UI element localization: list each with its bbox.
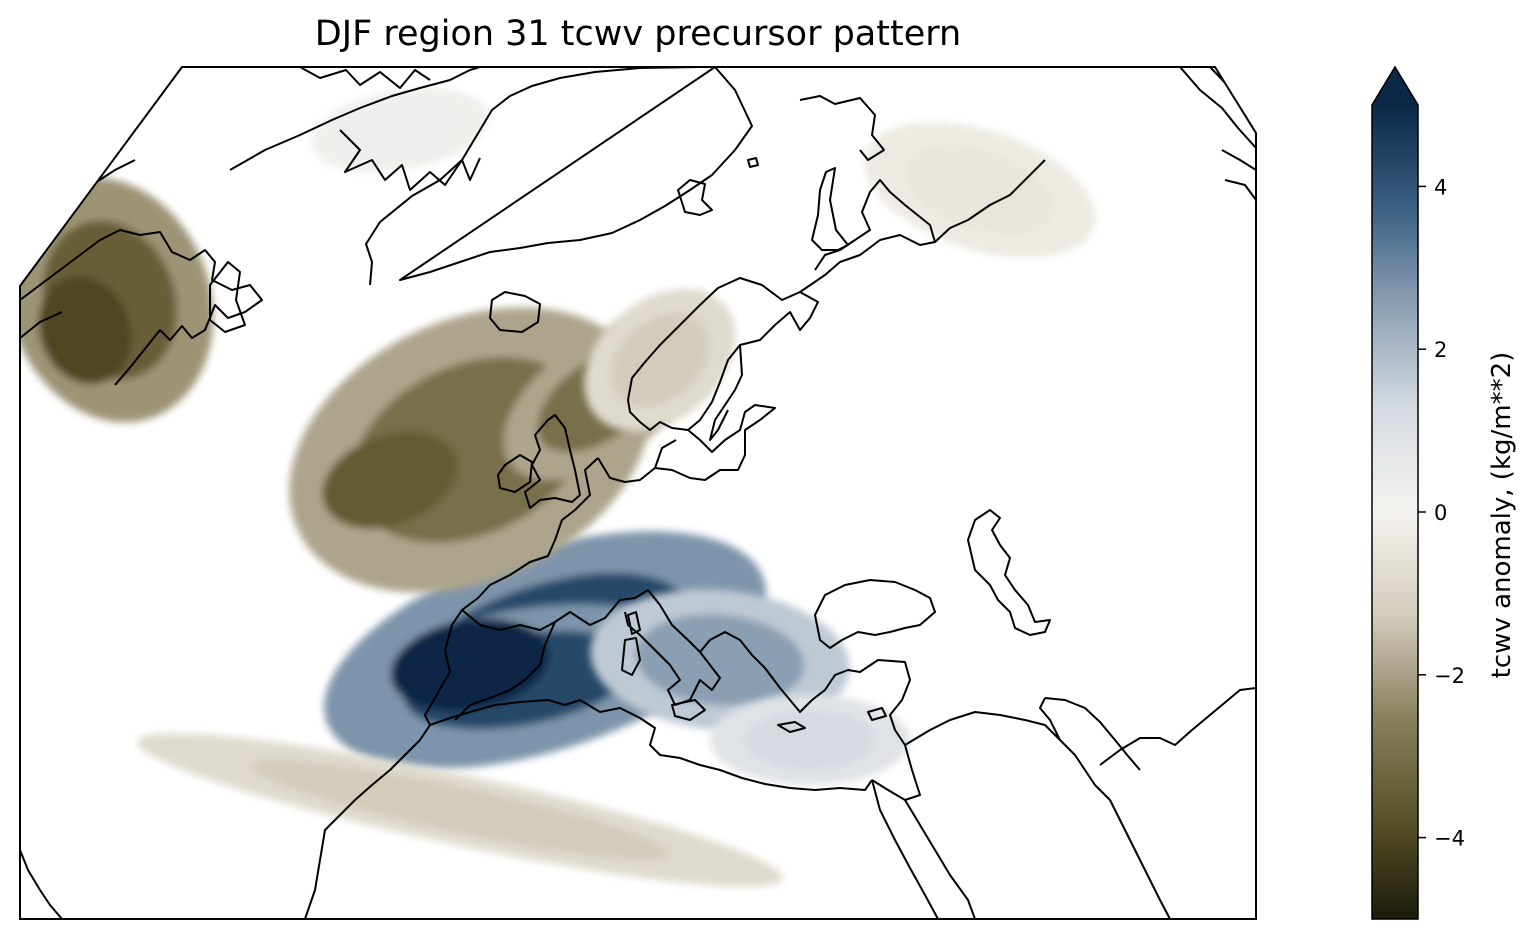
coastline-greenland — [365, 67, 753, 286]
map-frame — [19, 66, 1257, 920]
anomaly-core — [322, 431, 458, 529]
coastline-caspian — [967, 509, 1051, 636]
coastline-north-africa — [304, 699, 873, 919]
anomaly-inner — [342, 102, 458, 158]
coastline-persian-gulf — [1044, 697, 1141, 771]
anomaly-sahara-band — [137, 733, 783, 887]
chart-title: DJF region 31 tcwv precursor pattern — [314, 14, 962, 54]
coastline-west-africa — [20, 849, 63, 919]
colorbar-tick-label: 0 — [1434, 501, 1447, 525]
colorbar: −4 −2 0 2 4 tcwv anomaly, (kg/m**2) — [1371, 65, 1517, 920]
coastline-russia-north — [799, 179, 936, 293]
anomaly-core — [38, 276, 132, 384]
colorbar-tick-label: 4 — [1434, 175, 1447, 199]
coastline-ireland — [497, 454, 533, 493]
coastline-italy — [624, 589, 721, 706]
coastline-bear-island — [747, 157, 759, 168]
coastline-cyprus — [867, 707, 887, 721]
coastline-sicily — [671, 699, 706, 721]
coastline-crete — [777, 721, 806, 733]
anomaly-norway-north-sea — [584, 288, 736, 432]
colorbar-tick-label: 2 — [1434, 338, 1447, 362]
coastline-scandinavia — [627, 277, 819, 431]
coastline-baffin — [229, 67, 481, 191]
colorbar-outline — [1371, 65, 1419, 920]
anomaly-inner — [745, 710, 875, 770]
coastline-newfoundland — [209, 261, 246, 333]
coastline-balkans — [699, 631, 921, 801]
coastline-red-sea — [871, 779, 976, 919]
colorbar-ticks: −4 −2 0 2 4 — [1418, 175, 1465, 851]
anomaly-core — [390, 618, 550, 712]
coastline-black-sea — [814, 579, 936, 649]
coastline-kara — [934, 159, 1046, 243]
coastline-svalbard — [677, 179, 713, 216]
coastline-great-britain — [524, 414, 581, 509]
coastline-arabia — [904, 687, 1256, 919]
anomaly-barents-kara-sea — [864, 121, 1096, 259]
anomaly-inner — [904, 145, 1056, 235]
anomaly-labrador-western-atlantic — [20, 177, 214, 423]
coastline-europe-west — [424, 457, 656, 726]
anomaly-inner — [250, 760, 670, 860]
coastline-taymyr — [1179, 67, 1256, 201]
colorbar-body — [1372, 105, 1418, 919]
coastline-iceland — [489, 291, 541, 333]
coastline-labrador — [20, 229, 263, 386]
coastline-finland — [709, 344, 743, 441]
coastline-ellesmere — [299, 67, 431, 89]
colorbar-label: tcwv anomaly, (kg/m**2) — [1487, 352, 1517, 679]
anomaly-inner — [610, 313, 710, 407]
anomaly-greenland — [311, 87, 489, 173]
colorbar-tick-label: −2 — [1434, 664, 1465, 688]
coastline-sardinia — [621, 637, 641, 676]
colorbar-extend-arrow — [1372, 67, 1418, 105]
coastline-baltic — [654, 404, 776, 481]
coastline-corsica — [627, 611, 641, 635]
coastline-novaya-zemlya — [811, 167, 849, 251]
colorbar-tick-label: −4 — [1434, 827, 1465, 851]
coastline-franz-josef — [799, 95, 885, 161]
coastline-france-spain — [454, 589, 649, 721]
tcwv-anomaly-field — [20, 87, 1096, 887]
